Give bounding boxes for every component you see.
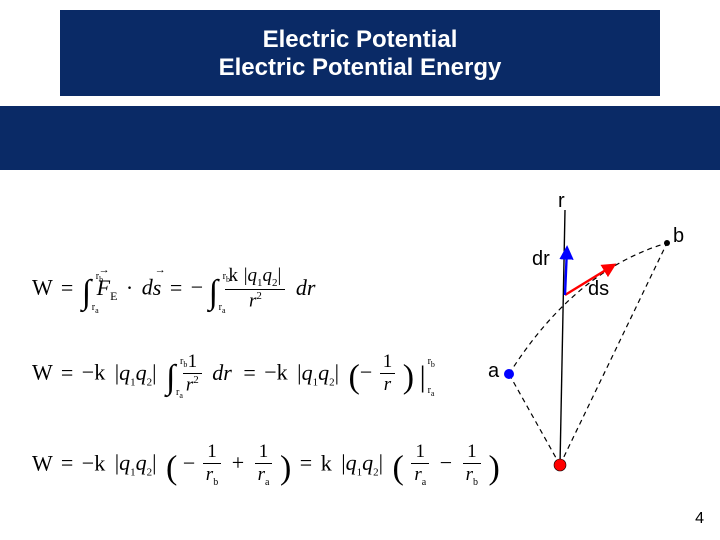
diagram: r b dr ds a	[430, 190, 690, 490]
title-line-2: Electric Potential Energy	[219, 54, 502, 82]
eq1-dr: dr	[293, 275, 316, 300]
eq2-k1: k	[94, 360, 105, 385]
label-a: a	[488, 360, 499, 383]
eq1-frac: k |q1q2| r2	[225, 266, 285, 313]
eq1-minus: −	[191, 275, 203, 300]
eq3-k1: k	[94, 450, 105, 475]
eq1-E: E	[110, 289, 117, 303]
label-ds: ds	[588, 278, 609, 301]
eq1-F: F	[97, 275, 110, 300]
eq1-int2: ∫rbra	[209, 274, 218, 312]
eq2-limits: |rbra	[420, 360, 426, 394]
dr-arrow	[565, 248, 567, 295]
point-b-marker	[664, 240, 670, 246]
eq1-eq2: =	[167, 275, 185, 300]
eq3-eq2: =	[297, 450, 315, 475]
eq2-m3: −	[360, 360, 372, 385]
eq2-W: W	[32, 360, 52, 385]
eq1-eq1: =	[58, 275, 76, 300]
charge-marker	[554, 459, 566, 471]
eq2-int: ∫rbra	[166, 359, 175, 397]
eq2-k2: k	[277, 360, 288, 385]
eq2-eq2: =	[240, 360, 258, 385]
eq2-frac2: 1 r	[380, 352, 396, 397]
dash-line-a	[509, 374, 560, 465]
equation-1: W = ∫rbra FE · ds = − ∫rbra k |q1q2| r2 …	[32, 266, 315, 313]
r-line	[560, 210, 565, 465]
equation-2: W = −k |q1q2| ∫rbra 1 r2 dr = −k |q1q2| …	[32, 352, 426, 397]
label-b: b	[673, 225, 684, 248]
eq1-dot: ·	[123, 275, 136, 300]
page-number: 4	[695, 510, 704, 528]
title-line-1: Electric Potential	[263, 26, 458, 54]
label-r: r	[558, 190, 565, 213]
eq2-m2: −	[264, 360, 276, 385]
eq3-plus: +	[229, 450, 247, 475]
label-dr: dr	[532, 248, 550, 271]
eq1-int1: ∫rbra	[82, 274, 91, 312]
eq3-eq1: =	[58, 450, 76, 475]
dash-line-b	[560, 243, 667, 465]
eq2-num2: 1	[380, 352, 396, 374]
eq3-W: W	[32, 450, 52, 475]
eq1-W: W	[32, 275, 52, 300]
eq3-k2: k	[321, 450, 332, 475]
slide: Electric Potential Electric Potential En…	[0, 0, 720, 540]
diagram-svg	[430, 190, 690, 490]
eq2-m1: −	[82, 360, 94, 385]
eq3-m2: −	[183, 450, 195, 475]
title-box: Electric Potential Electric Potential En…	[100, 16, 620, 91]
eq3-m1: −	[82, 450, 94, 475]
eq2-eq1: =	[58, 360, 76, 385]
point-a-marker	[504, 369, 514, 379]
eq2-dr: dr	[209, 360, 235, 385]
subtitle-band	[0, 106, 720, 170]
